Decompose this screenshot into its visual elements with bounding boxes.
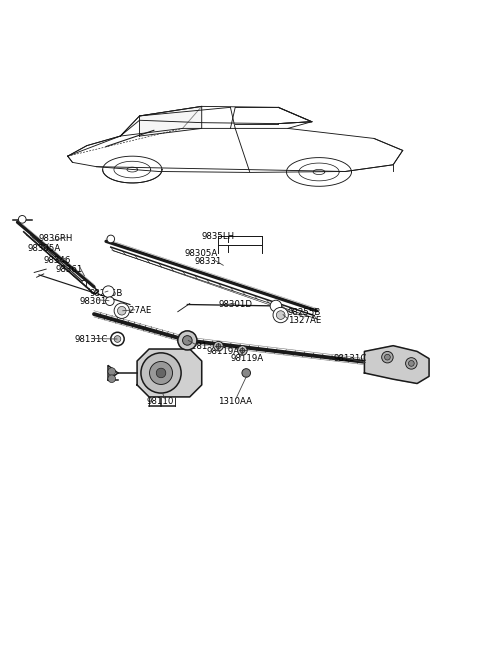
Text: 98361: 98361 bbox=[56, 265, 83, 274]
Text: 98110: 98110 bbox=[147, 397, 174, 406]
Circle shape bbox=[216, 344, 221, 348]
Text: 98131C: 98131C bbox=[75, 335, 108, 344]
Text: 98119A: 98119A bbox=[230, 354, 264, 363]
Circle shape bbox=[273, 307, 288, 323]
Text: 98305A: 98305A bbox=[185, 249, 218, 258]
Text: 9836RH: 9836RH bbox=[39, 234, 73, 244]
Polygon shape bbox=[137, 349, 202, 397]
Text: 9835LH: 9835LH bbox=[202, 232, 235, 241]
Circle shape bbox=[111, 332, 124, 346]
Circle shape bbox=[141, 353, 181, 393]
Circle shape bbox=[238, 346, 247, 355]
Text: 98119A: 98119A bbox=[206, 347, 240, 356]
Circle shape bbox=[114, 335, 121, 343]
Text: 98331: 98331 bbox=[194, 257, 222, 267]
Circle shape bbox=[276, 310, 285, 320]
Circle shape bbox=[114, 303, 130, 318]
Text: 98346: 98346 bbox=[44, 256, 71, 265]
Text: 98305A: 98305A bbox=[27, 244, 60, 253]
Text: 1327AE: 1327AE bbox=[118, 307, 151, 315]
Circle shape bbox=[408, 360, 414, 366]
Polygon shape bbox=[140, 106, 202, 136]
Circle shape bbox=[214, 341, 223, 351]
Circle shape bbox=[240, 348, 245, 353]
Text: 98301P: 98301P bbox=[80, 297, 112, 306]
Circle shape bbox=[384, 354, 390, 360]
Text: 98281: 98281 bbox=[180, 342, 207, 351]
Circle shape bbox=[106, 297, 114, 305]
Text: 98301D: 98301D bbox=[218, 300, 252, 309]
Circle shape bbox=[242, 369, 251, 377]
Circle shape bbox=[270, 300, 282, 312]
Circle shape bbox=[156, 368, 166, 378]
Circle shape bbox=[118, 307, 126, 315]
Text: 98255B: 98255B bbox=[288, 308, 321, 316]
Circle shape bbox=[150, 362, 172, 384]
Text: 98131C: 98131C bbox=[333, 354, 367, 363]
Circle shape bbox=[382, 352, 393, 363]
Circle shape bbox=[103, 286, 114, 297]
Circle shape bbox=[107, 235, 115, 243]
Circle shape bbox=[182, 335, 192, 345]
Polygon shape bbox=[364, 346, 429, 383]
Circle shape bbox=[108, 367, 116, 375]
Circle shape bbox=[178, 331, 197, 350]
Text: 98255B: 98255B bbox=[89, 289, 122, 297]
Circle shape bbox=[406, 358, 417, 369]
Text: 1310AA: 1310AA bbox=[218, 397, 252, 406]
Circle shape bbox=[18, 215, 26, 223]
Circle shape bbox=[108, 375, 116, 383]
Text: 1327AE: 1327AE bbox=[288, 316, 321, 325]
